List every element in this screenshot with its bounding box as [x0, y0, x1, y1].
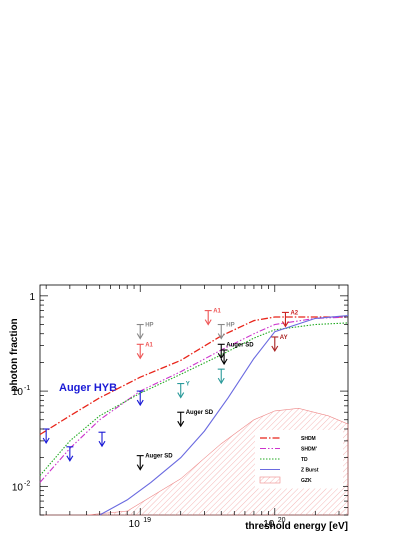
limit-arrowhead: [281, 321, 289, 328]
limit-arrow: A2: [281, 310, 299, 328]
limit-arrowhead: [42, 437, 50, 445]
limit-arrowhead: [217, 333, 225, 340]
limit-label: A1: [145, 342, 153, 348]
legend-label: Z Burst: [301, 468, 319, 474]
x-tick-label: 10: [129, 519, 141, 530]
limit-label: Auger SD: [226, 342, 254, 348]
limit-arrow: Y: [177, 382, 190, 399]
limit-label: HP: [226, 323, 234, 329]
limit-arrow: [66, 446, 74, 462]
limit-arrow: A1: [204, 309, 222, 326]
limit-label: HP: [145, 323, 153, 329]
x-tick-exponent: 20: [278, 517, 286, 524]
limit-arrow: Auger SD: [136, 454, 173, 471]
limit-arrow: [136, 390, 144, 407]
limit-label: Auger SD: [186, 410, 214, 416]
y-tick-label: 10: [12, 387, 24, 398]
limit-arrow: [220, 349, 228, 366]
limit-arrow: [98, 431, 106, 448]
limit-arrowhead: [271, 345, 279, 353]
limit-arrowhead: [136, 464, 144, 471]
limit-arrowhead: [136, 333, 144, 340]
limit-arrowhead: [136, 399, 144, 407]
limit-arrowhead: [136, 353, 144, 360]
limit-arrow: HP: [217, 323, 235, 340]
series-line-td: [39, 322, 349, 476]
x-tick-exponent: 19: [143, 517, 151, 524]
auger-hyb-annotation: Auger HYB: [59, 382, 117, 394]
limit-arrow: HP: [136, 323, 154, 340]
limit-arrowhead: [220, 358, 228, 366]
limit-arrow: AY: [271, 335, 288, 353]
legend-swatch-band: [259, 476, 281, 484]
limit-label: A2: [290, 310, 298, 316]
legend-label: TD: [301, 457, 308, 463]
limit-label: A1: [213, 309, 221, 315]
limit-arrow: [217, 368, 225, 385]
legend-label: SHDM: [301, 436, 316, 442]
series-line-shdm: [39, 316, 348, 436]
limit-arrowhead: [66, 455, 74, 462]
limit-label: AY: [280, 335, 288, 341]
limit-arrow: A1: [136, 342, 154, 360]
limit-label: Auger SD: [145, 454, 173, 460]
series-line-z-burst: [99, 315, 349, 516]
series-line-shdm: [39, 316, 349, 483]
x-axis-title: threshold energy [eV]: [245, 521, 348, 532]
limit-arrowhead: [204, 319, 212, 326]
limit-arrowhead: [98, 440, 106, 448]
limit-arrow: Auger SD: [217, 342, 254, 360]
legend-label: GZK: [301, 478, 312, 484]
legend-label: SHDM': [301, 447, 317, 453]
limit-arrowhead: [177, 392, 185, 399]
x-tick-label: 10: [263, 519, 275, 530]
y-tick-exponent: -1: [24, 385, 30, 392]
limit-arrowhead: [177, 420, 185, 428]
limit-arrowhead: [217, 377, 225, 385]
limit-arrowhead: [217, 353, 225, 360]
y-axis-title: photon fraction: [9, 318, 20, 391]
y-tick-exponent: -2: [24, 480, 30, 487]
limit-label: Y: [186, 382, 190, 388]
limit-arrow: Auger SD: [177, 410, 214, 428]
y-tick-label: 10: [12, 482, 24, 493]
y-tick-label: 1: [29, 292, 35, 303]
